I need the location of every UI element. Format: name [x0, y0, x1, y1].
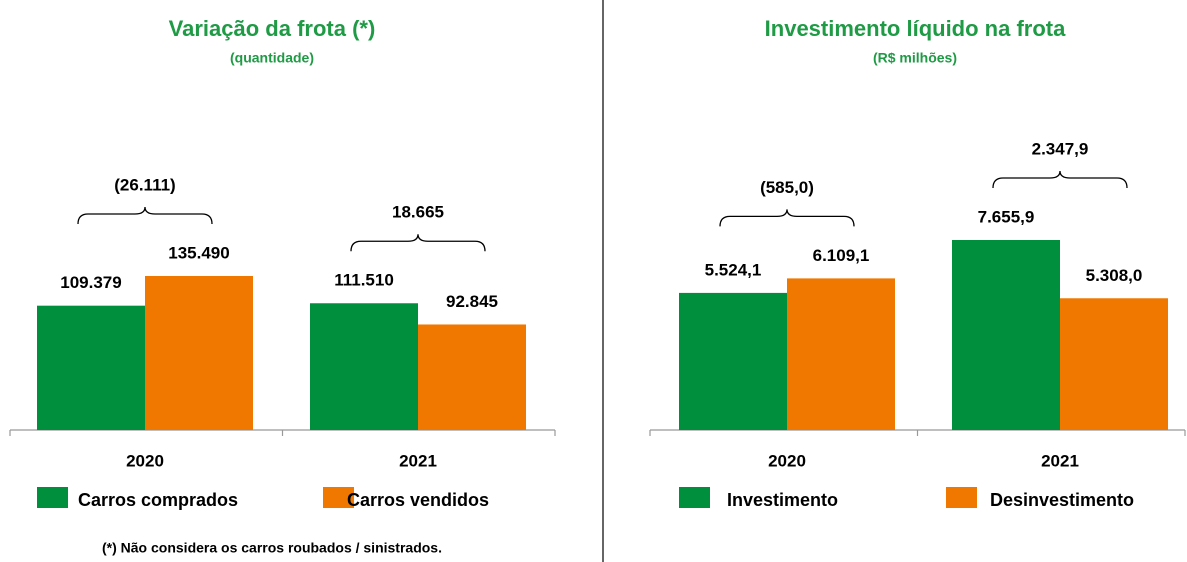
- legend-swatch: [679, 487, 710, 508]
- value-label: 7.655,9: [978, 207, 1035, 226]
- footnote: (*) Não considera os carros roubados / s…: [102, 540, 442, 556]
- x-tick-label: 2021: [399, 451, 437, 470]
- bar: [418, 324, 526, 430]
- legend-label: Investimento: [727, 490, 838, 510]
- bar: [145, 276, 253, 430]
- annotation: (585,0): [760, 178, 814, 197]
- bar: [1060, 298, 1168, 430]
- brace: [992, 170, 1128, 189]
- legend-swatch: [946, 487, 977, 508]
- value-label: 92.845: [446, 292, 498, 311]
- bar: [952, 240, 1060, 430]
- value-label: 6.109,1: [813, 246, 870, 265]
- chart-title: Investimento líquido na frota: [765, 16, 1066, 41]
- bar: [679, 292, 787, 430]
- chart-subtitle: (R$ milhões): [873, 50, 957, 66]
- brace: [77, 206, 213, 225]
- x-tick-label: 2020: [768, 451, 806, 470]
- x-tick-label: 2021: [1041, 451, 1079, 470]
- bar: [787, 278, 895, 430]
- annotation: (26.111): [114, 175, 175, 194]
- brace: [350, 234, 486, 252]
- legend-swatch: [323, 487, 354, 508]
- legend-label: Desinvestimento: [990, 490, 1134, 510]
- legend-label: Carros comprados: [78, 490, 238, 510]
- annotation: 2.347,9: [1032, 139, 1089, 158]
- brace: [719, 209, 855, 227]
- value-label: 5.308,0: [1086, 266, 1143, 285]
- legend-swatch: [37, 487, 68, 508]
- annotation: 18.665: [392, 203, 444, 222]
- value-label: 135.490: [168, 243, 229, 262]
- legend-label: Carros vendidos: [347, 490, 489, 510]
- bar: [310, 303, 418, 430]
- bar: [37, 305, 145, 430]
- x-tick-label: 2020: [126, 451, 164, 470]
- value-label: 111.510: [334, 271, 394, 290]
- chart-subtitle: (quantidade): [230, 50, 314, 66]
- chart-title: Variação da frota (*): [169, 16, 376, 41]
- value-label: 5.524,1: [705, 260, 762, 279]
- value-label: 109.379: [60, 273, 121, 292]
